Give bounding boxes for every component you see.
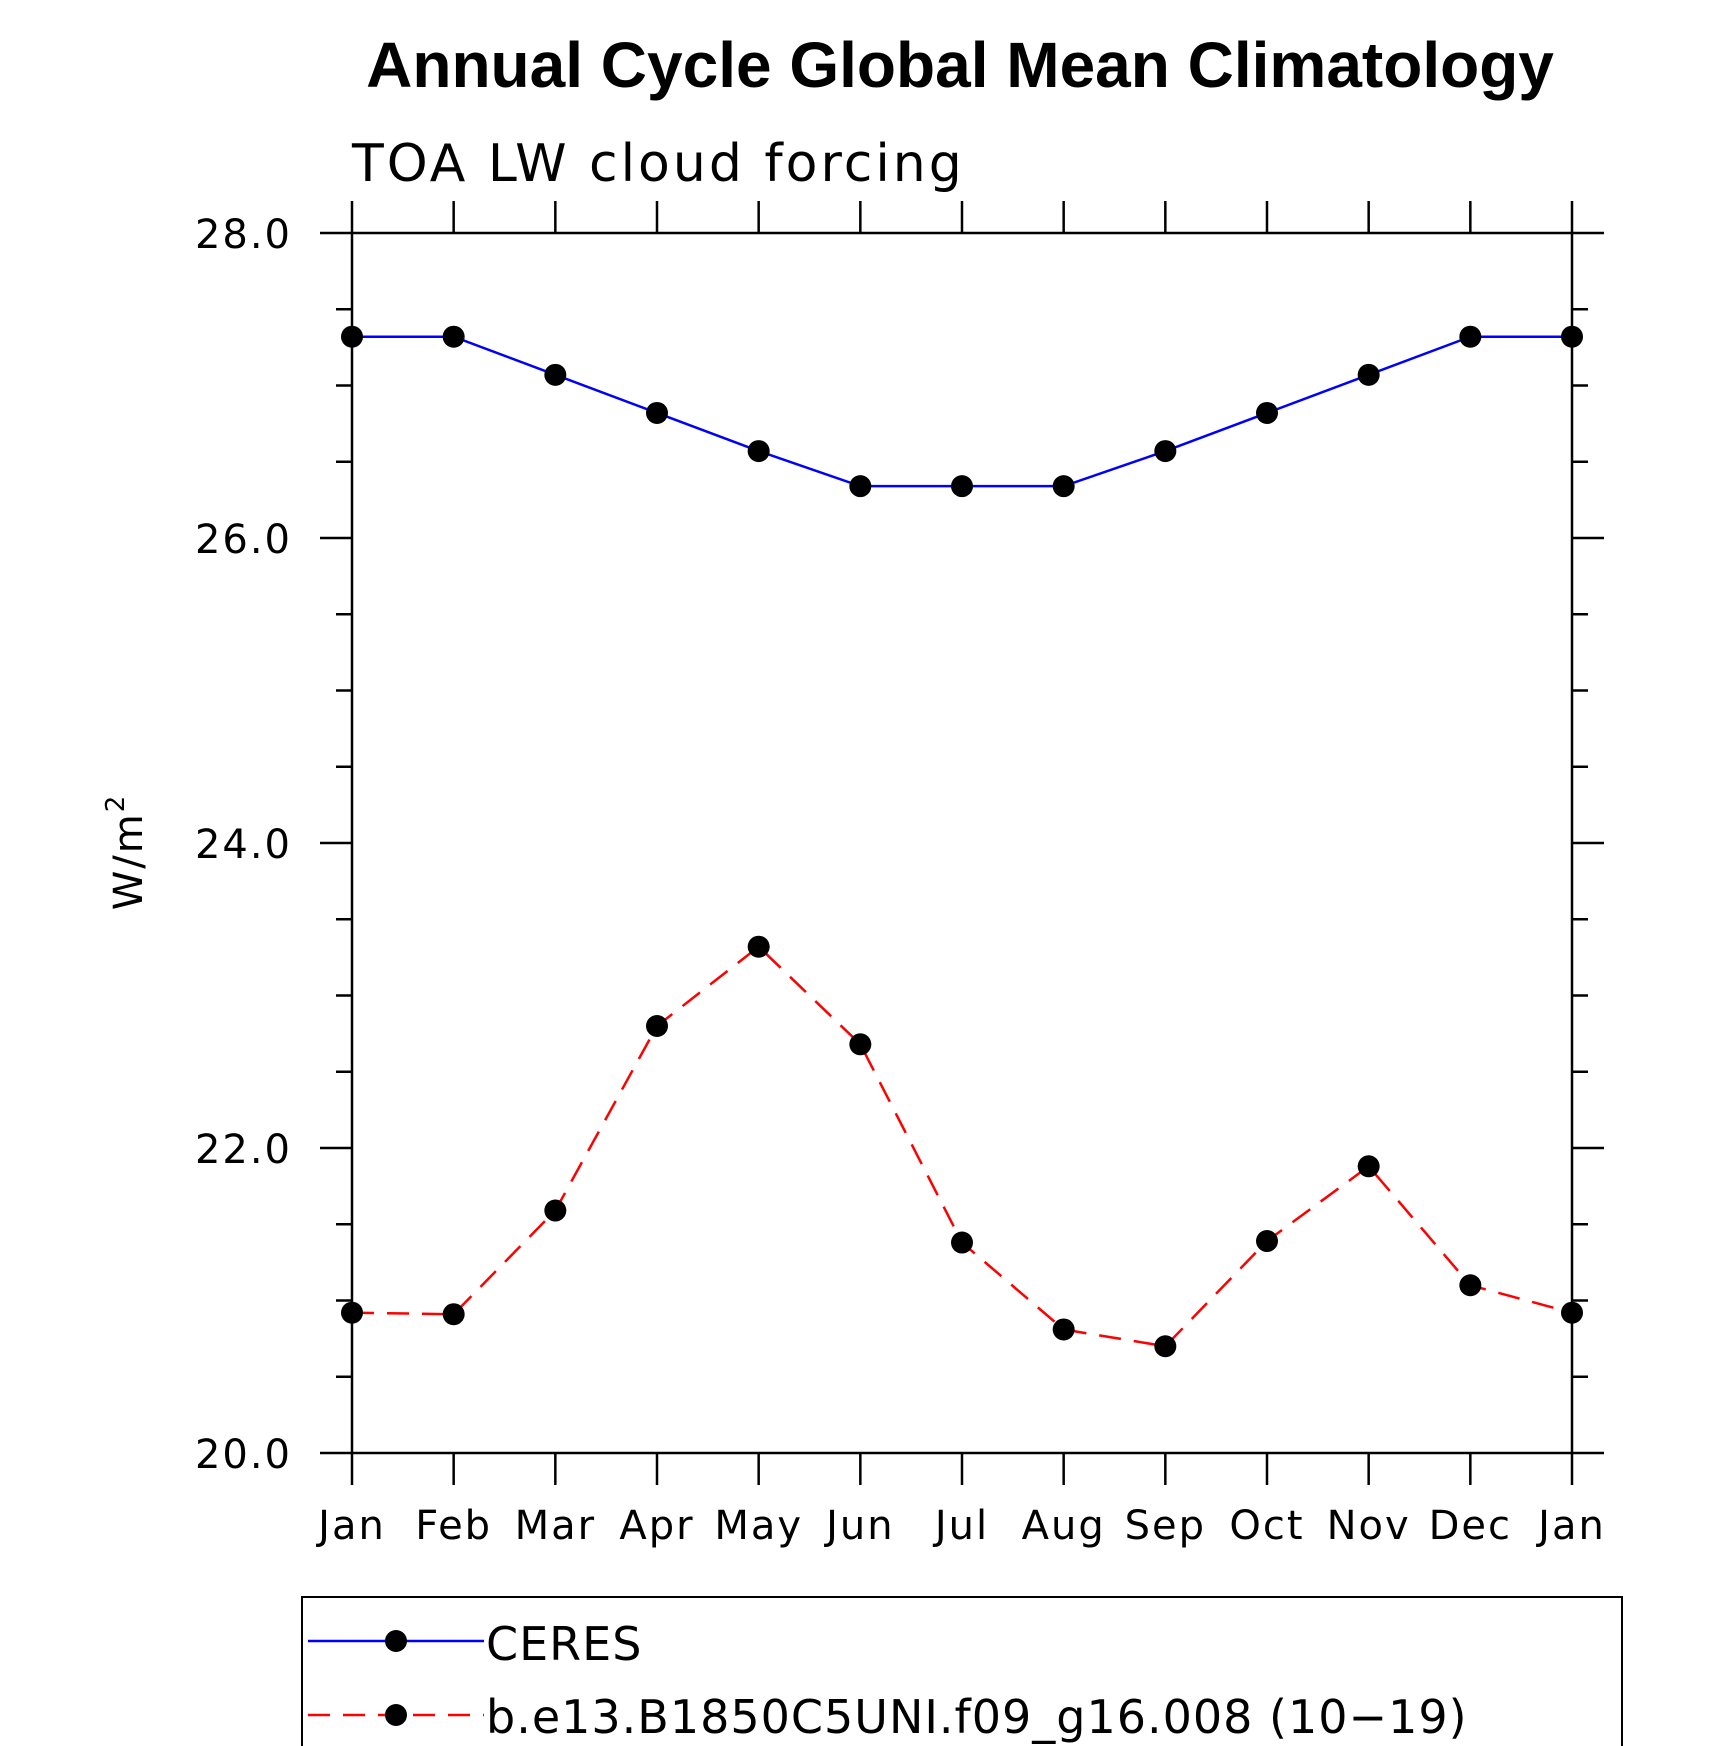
y-tick-label: 28.0 — [195, 212, 292, 258]
plot-frame — [350, 231, 1574, 1455]
legend-marker-model — [385, 1704, 407, 1726]
x-tick-label: Jul — [932, 1503, 989, 1549]
series-1-point — [849, 1033, 872, 1056]
y-tick-labels: 20.0 22.0 24.0 26.0 28.0 — [195, 212, 292, 1478]
series-1-point — [1154, 1335, 1177, 1358]
y-tick-label: 26.0 — [195, 517, 292, 563]
series-1-point — [1052, 1318, 1075, 1341]
series-1-point — [747, 935, 770, 958]
series-0-point — [1561, 325, 1583, 348]
series-1-point — [442, 1303, 465, 1326]
series-0-point — [849, 475, 872, 498]
series-1-point — [1459, 1274, 1482, 1297]
x-tick-label: Feb — [415, 1503, 492, 1549]
x-tick-label: Oct — [1229, 1503, 1304, 1549]
x-tick-label: Apr — [619, 1503, 694, 1549]
series-0-point — [341, 325, 363, 348]
x-tick-label: May — [714, 1503, 803, 1549]
svg-text:W/m2: W/m2 — [101, 794, 152, 911]
series-0-point — [951, 475, 973, 498]
series-0-point — [1052, 475, 1075, 498]
series-1-point — [544, 1199, 567, 1222]
y-tick-label: 24.0 — [195, 822, 292, 868]
series-1-point — [646, 1015, 668, 1037]
series-0-point — [747, 440, 770, 463]
series-line-1 — [351, 945, 1573, 1348]
series-0-point — [442, 325, 465, 348]
y-axis-label-superscript: 2 — [101, 794, 131, 813]
x-tick-label: Nov — [1327, 1503, 1411, 1549]
chart-title: Annual Cycle Global Mean Climatology — [366, 29, 1554, 101]
legend-box — [301, 1596, 1623, 1746]
series-1-point — [1357, 1155, 1380, 1178]
series-line-0 — [352, 335, 1572, 488]
x-tick-label: Jan — [315, 1503, 386, 1549]
x-tick-labels: Jan Feb Mar Apr May Jun Jul Aug Sep Oct Nov Dec Jan — [315, 1503, 1606, 1549]
x-tick-label: Mar — [515, 1503, 596, 1549]
x-tick-label: Dec — [1429, 1503, 1512, 1549]
y-tick-label: 20.0 — [195, 1432, 292, 1478]
series-0-point — [544, 363, 567, 386]
series-1-point — [1256, 1230, 1278, 1253]
x-tick-label: Jun — [823, 1503, 895, 1549]
series-0-point — [646, 401, 668, 424]
legend-label-ceres: CERES — [486, 1617, 642, 1671]
y-axis-label-text: W/m — [106, 812, 152, 910]
chart-subtitle: TOA LW cloud forcing — [351, 134, 965, 194]
x-tick-label: Aug — [1022, 1503, 1106, 1549]
series-1-point — [341, 1301, 363, 1324]
series-1-point — [951, 1231, 973, 1254]
x-tick-label: Jan — [1535, 1503, 1606, 1549]
series-layer — [341, 325, 1583, 1358]
series-0-point — [1459, 325, 1482, 348]
legend-marker-ceres — [385, 1630, 407, 1652]
axis-ticks — [320, 201, 1604, 1485]
y-axis-label: W/m2 — [101, 794, 152, 911]
legend: CERES b.e13.B1850C5UNI.f09_g16.008 (10−1… — [301, 1596, 1623, 1746]
series-0-point — [1357, 363, 1380, 386]
series-1-point — [1561, 1301, 1583, 1324]
series-0-point — [1256, 401, 1278, 424]
legend-label-model: b.e13.B1850C5UNI.f09_g16.008 (10−19) — [486, 1690, 1468, 1744]
series-0-point — [1154, 440, 1177, 463]
y-tick-label: 22.0 — [195, 1127, 292, 1173]
x-tick-label: Sep — [1125, 1503, 1206, 1549]
